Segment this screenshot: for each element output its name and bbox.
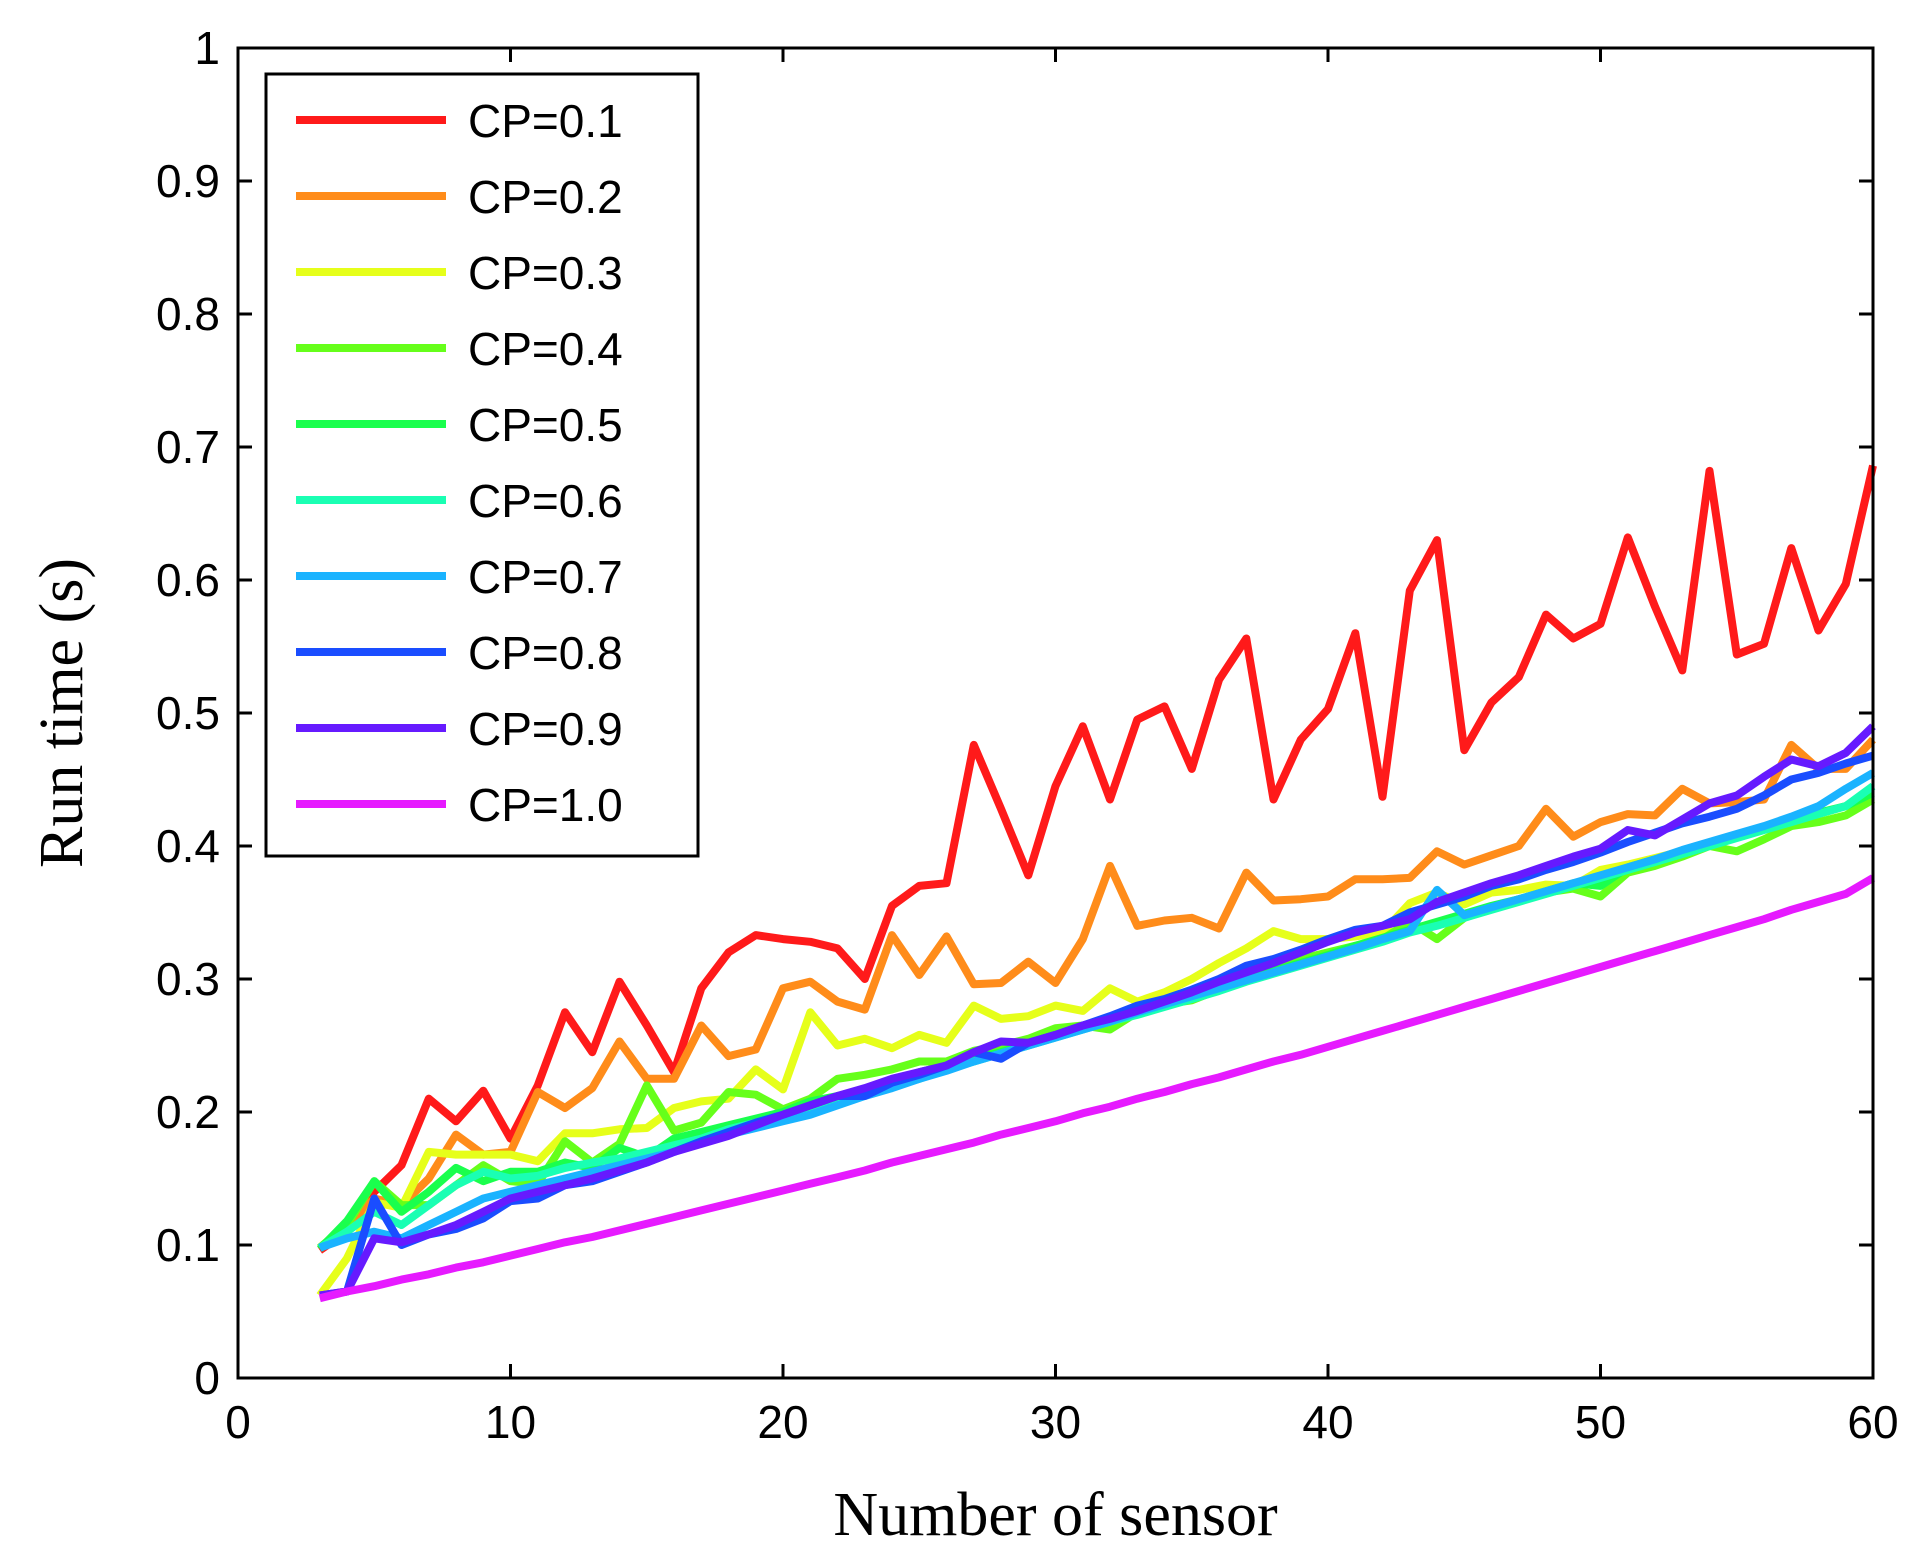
legend-label: CP=0.7 (468, 551, 623, 603)
legend-label: CP=0.3 (468, 247, 623, 299)
legend-label: CP=0.5 (468, 399, 623, 451)
y-tick-label: 0.5 (156, 687, 220, 739)
x-tick-label: 0 (225, 1396, 251, 1448)
x-tick-label: 30 (1030, 1396, 1081, 1448)
y-tick-label: 1 (194, 22, 220, 74)
y-tick-label: 0.8 (156, 288, 220, 340)
y-tick-label: 0.3 (156, 953, 220, 1005)
y-tick-label: 0.7 (156, 421, 220, 473)
y-tick-label: 0 (194, 1352, 220, 1404)
y-tick-label: 0.2 (156, 1086, 220, 1138)
legend-label: CP=0.6 (468, 475, 623, 527)
legend-label: CP=0.2 (468, 171, 623, 223)
legend-label: CP=0.8 (468, 627, 623, 679)
legend-label: CP=0.9 (468, 703, 623, 755)
x-axis-title: Number of sensor (833, 1481, 1278, 1549)
legend-label: CP=0.4 (468, 323, 623, 375)
legend-label: CP=1.0 (468, 779, 623, 831)
x-tick-label: 10 (485, 1396, 536, 1448)
y-axis-title: Run time (s) (28, 558, 96, 868)
legend-label: CP=0.1 (468, 95, 623, 147)
x-tick-label: 50 (1575, 1396, 1626, 1448)
series-line-CP-1_0 (318, 874, 1876, 1303)
y-tick-label: 0.4 (156, 820, 220, 872)
series-line-CP-0_2 (317, 736, 1876, 1251)
series-line-CP-0_1 (317, 464, 1877, 1254)
x-tick-label: 40 (1302, 1396, 1353, 1448)
y-tick-label: 0.1 (156, 1219, 220, 1271)
ticks-layer (236, 46, 1875, 1380)
x-tick-label: 20 (757, 1396, 808, 1448)
series-line-CP-0_9 (319, 723, 1876, 1300)
tick-labels-layer: 0 10 20 30 40 50 60 0 0.1 0.2 0.3 0.4 0.5 0.6 0.7 0.8 0.… (156, 22, 1899, 1448)
y-tick-label: 0.9 (156, 155, 220, 207)
legend: CP=0.1 CP=0.2 CP=0.3 CP=0.4 CP=0.5 CP=0.6 CP=0… (264, 72, 700, 858)
y-tick-label: 0.6 (156, 554, 220, 606)
x-tick-label: 60 (1847, 1396, 1898, 1448)
series-layer (316, 464, 1877, 1303)
